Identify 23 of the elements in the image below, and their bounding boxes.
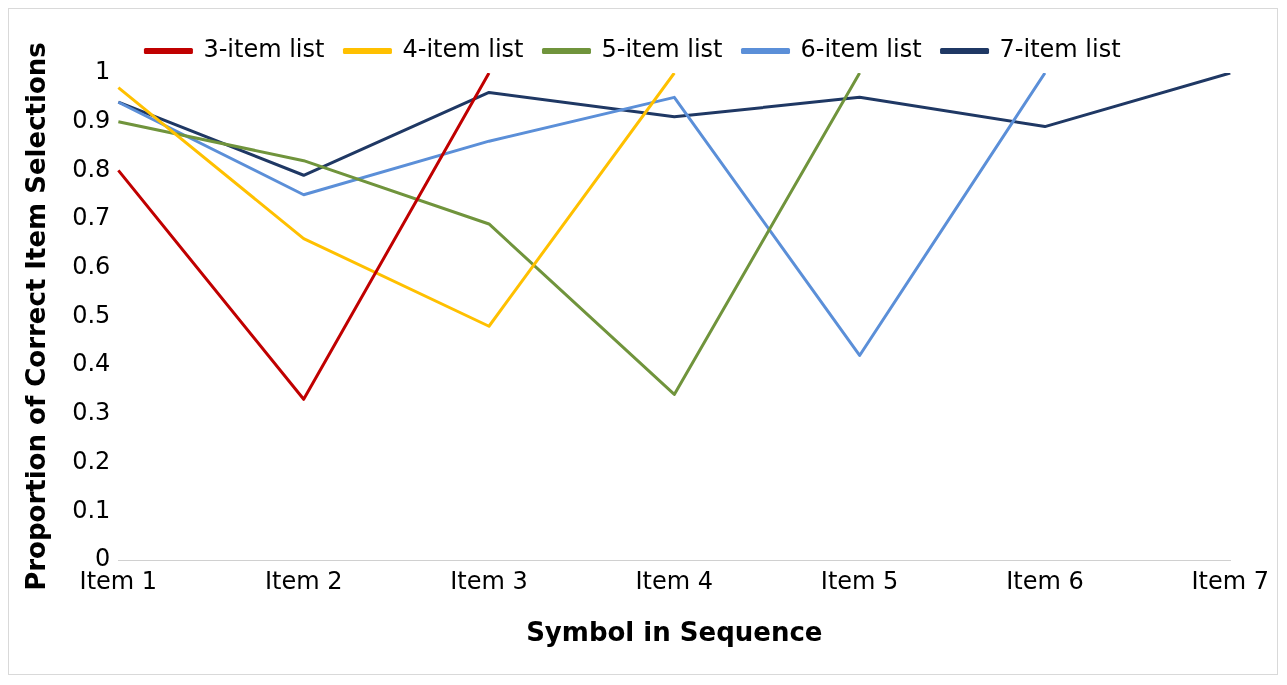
- y-axis-title: Proportion of Correct Item Selections: [21, 42, 52, 591]
- x-tick-label: Item 2: [264, 566, 343, 595]
- legend-label: 7-item list: [999, 35, 1121, 64]
- y-tick-label: 0.9: [72, 105, 111, 134]
- y-tick-label: 0.4: [72, 349, 111, 378]
- legend-label: 6-item list: [800, 35, 922, 64]
- y-tick-label: 1: [95, 57, 111, 86]
- y-tick-label: 0.1: [72, 495, 111, 524]
- x-tick-label: Item 3: [450, 566, 528, 595]
- legend-label: 4-item list: [402, 35, 524, 64]
- y-tick-label: 0.3: [72, 398, 111, 427]
- y-tick-label: 0.2: [72, 446, 111, 475]
- x-axis-title: Symbol in Sequence: [526, 617, 823, 648]
- y-tick-label: 0.5: [72, 300, 111, 329]
- y-tick-label: 0.6: [72, 252, 111, 281]
- y-tick-label: 0.8: [72, 154, 111, 183]
- legend-label: 5-item list: [601, 35, 723, 64]
- x-tick-label: Item 4: [635, 566, 714, 595]
- x-tick-label: Item 7: [1191, 566, 1269, 595]
- y-tick-label: 0.7: [72, 203, 111, 232]
- x-tick-label: Item 6: [1006, 566, 1084, 595]
- legend-label: 3-item list: [203, 35, 325, 64]
- x-tick-label: Item 5: [820, 566, 899, 595]
